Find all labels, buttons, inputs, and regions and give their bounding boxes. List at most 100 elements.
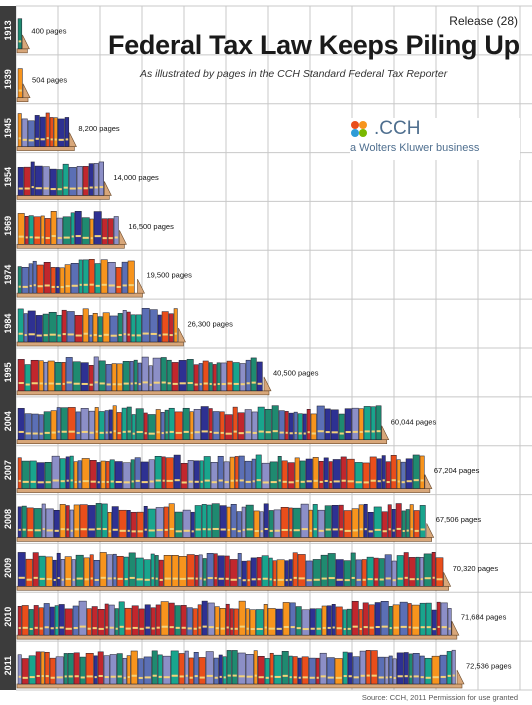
book-band — [68, 430, 75, 433]
book-band — [174, 332, 177, 335]
book-band — [179, 577, 186, 580]
book — [375, 405, 382, 440]
book — [161, 311, 169, 343]
book — [380, 601, 389, 636]
book — [17, 167, 24, 196]
book-band — [39, 432, 43, 435]
book — [112, 553, 117, 587]
book — [318, 460, 324, 489]
book — [85, 653, 94, 685]
book — [419, 557, 424, 587]
book — [288, 412, 294, 440]
book-band — [441, 626, 447, 629]
book — [220, 362, 227, 392]
book — [288, 507, 293, 538]
book — [21, 605, 29, 636]
book — [141, 308, 150, 343]
chart-title: Federal Tax Law Keeps Piling Up — [108, 30, 520, 60]
book — [52, 559, 57, 587]
book — [17, 654, 22, 685]
book-band — [99, 186, 104, 189]
book-band — [181, 626, 186, 629]
book — [107, 512, 112, 538]
book — [141, 356, 149, 392]
book-band — [25, 383, 30, 386]
book — [199, 460, 204, 489]
book — [49, 168, 57, 196]
book — [338, 413, 345, 440]
book — [249, 609, 256, 636]
book — [56, 552, 61, 587]
source-note: Source: CCH, 2011 Permission for use gra… — [361, 693, 518, 702]
book-band — [436, 578, 443, 581]
book-band — [325, 431, 330, 434]
book — [224, 414, 233, 440]
book — [29, 460, 37, 489]
book — [280, 507, 289, 538]
book — [166, 359, 172, 392]
book — [301, 656, 309, 685]
book — [93, 211, 102, 245]
book — [34, 115, 40, 147]
book — [17, 605, 22, 636]
book-band — [194, 675, 198, 678]
book-band — [132, 432, 135, 435]
book — [50, 410, 57, 440]
book-band — [327, 676, 334, 679]
book-band — [400, 625, 407, 628]
book-band — [313, 578, 320, 581]
book — [109, 654, 117, 685]
book-band — [167, 382, 171, 385]
book — [193, 652, 199, 685]
data-label: 40,500 pages — [273, 368, 319, 377]
book-band — [437, 625, 440, 628]
book-band — [371, 674, 377, 677]
book — [412, 454, 420, 489]
book — [312, 504, 318, 538]
book — [47, 360, 55, 392]
book — [24, 413, 32, 440]
book-band — [378, 676, 384, 679]
data-label: 26,300 pages — [187, 320, 233, 329]
book — [343, 560, 351, 587]
book-band — [220, 431, 224, 434]
book — [137, 362, 142, 392]
book — [358, 609, 363, 636]
book-band — [123, 481, 130, 484]
book-band — [246, 382, 250, 385]
book-band — [360, 674, 365, 677]
book — [446, 651, 452, 685]
book-band — [214, 577, 217, 580]
book-band — [18, 187, 23, 190]
book-band — [447, 674, 451, 677]
book — [88, 315, 93, 343]
book — [323, 457, 329, 489]
book-band — [31, 382, 38, 385]
book-band — [362, 578, 366, 581]
book — [147, 508, 156, 538]
book — [335, 559, 344, 587]
book-band — [306, 579, 312, 582]
book-band — [150, 332, 157, 335]
book-band — [57, 236, 62, 239]
book-band — [115, 627, 118, 630]
book-band — [366, 674, 370, 677]
book-band — [48, 382, 54, 385]
book-band — [86, 675, 93, 678]
book — [194, 505, 202, 538]
book-band — [247, 579, 250, 582]
book-band — [194, 431, 200, 434]
book — [232, 362, 240, 392]
book-band — [37, 481, 44, 484]
book-band — [359, 528, 363, 531]
book-band — [175, 431, 182, 434]
book-band — [319, 480, 323, 483]
book-band — [57, 188, 62, 191]
book-band — [149, 480, 154, 483]
book-band — [393, 676, 396, 679]
book-band — [46, 529, 53, 532]
book — [123, 556, 129, 587]
book — [264, 658, 270, 685]
book-band — [289, 529, 292, 532]
book — [129, 361, 134, 392]
